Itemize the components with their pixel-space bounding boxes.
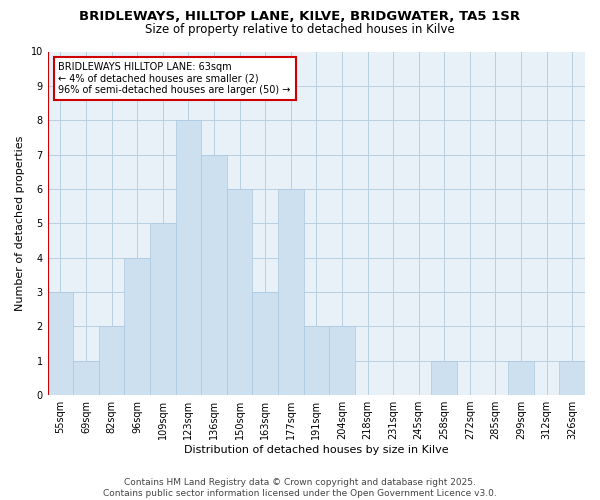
Bar bbox=[278, 189, 304, 395]
Text: Contains HM Land Registry data © Crown copyright and database right 2025.
Contai: Contains HM Land Registry data © Crown c… bbox=[103, 478, 497, 498]
Bar bbox=[47, 292, 73, 395]
Bar bbox=[559, 360, 585, 395]
Bar bbox=[431, 360, 457, 395]
X-axis label: Distribution of detached houses by size in Kilve: Distribution of detached houses by size … bbox=[184, 445, 449, 455]
Bar bbox=[253, 292, 278, 395]
Bar bbox=[304, 326, 329, 395]
Text: BRIDLEWAYS, HILLTOP LANE, KILVE, BRIDGWATER, TA5 1SR: BRIDLEWAYS, HILLTOP LANE, KILVE, BRIDGWA… bbox=[79, 10, 521, 23]
Text: BRIDLEWAYS HILLTOP LANE: 63sqm
← 4% of detached houses are smaller (2)
96% of se: BRIDLEWAYS HILLTOP LANE: 63sqm ← 4% of d… bbox=[58, 62, 291, 95]
Bar bbox=[329, 326, 355, 395]
Bar bbox=[124, 258, 150, 395]
Bar bbox=[73, 360, 99, 395]
Bar bbox=[201, 154, 227, 395]
Y-axis label: Number of detached properties: Number of detached properties bbox=[15, 136, 25, 311]
Bar bbox=[508, 360, 534, 395]
Bar bbox=[150, 224, 176, 395]
Text: Size of property relative to detached houses in Kilve: Size of property relative to detached ho… bbox=[145, 22, 455, 36]
Bar bbox=[176, 120, 201, 395]
Bar bbox=[99, 326, 124, 395]
Bar bbox=[227, 189, 253, 395]
